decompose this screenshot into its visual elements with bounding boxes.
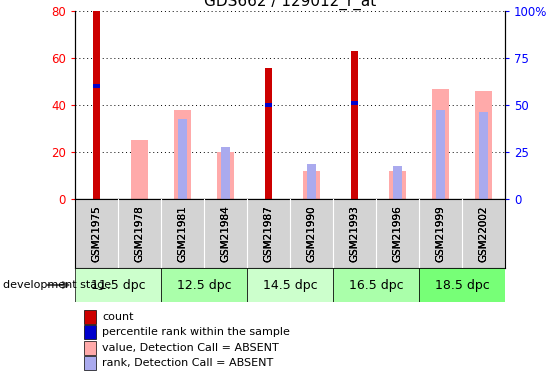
Bar [480,112,488,199]
Text: GSM21975: GSM21975 [92,205,102,262]
Text: GSM21981: GSM21981 [178,205,188,262]
Text: value, Detection Call = ABSENT: value, Detection Call = ABSENT [102,343,279,352]
Bar [84,340,95,355]
Bar [161,199,204,268]
Bar [247,199,290,268]
Bar [376,199,419,268]
Text: GSM21984: GSM21984 [220,205,230,262]
Text: development stage: development stage [3,280,111,290]
Bar [161,199,204,268]
Bar [216,152,234,199]
Bar [265,103,273,107]
Text: GSM21999: GSM21999 [436,205,446,262]
Text: GSM21993: GSM21993 [350,205,360,262]
Title: GDS662 / 129012_r_at: GDS662 / 129012_r_at [204,0,376,10]
Bar [75,199,118,268]
Bar [161,268,247,302]
Bar [376,199,419,268]
Bar [118,199,161,268]
Text: GSM21987: GSM21987 [264,205,274,262]
Bar [290,199,333,268]
Text: GSM21999: GSM21999 [436,205,446,262]
Text: GSM21990: GSM21990 [306,205,316,262]
Bar [351,100,359,105]
Text: GSM21975: GSM21975 [92,205,102,262]
Bar [221,147,230,199]
Bar [475,91,492,199]
Bar [333,268,419,302]
Text: GSM21999: GSM21999 [436,205,446,262]
Text: GSM21987: GSM21987 [264,205,274,262]
Text: 11.5 dpc: 11.5 dpc [90,279,145,291]
Bar [75,199,118,268]
Bar [93,84,100,88]
Text: GSM21996: GSM21996 [392,205,402,262]
Text: GSM22002: GSM22002 [478,205,488,262]
Bar [247,199,290,268]
Bar [93,11,100,199]
Text: GSM21990: GSM21990 [306,205,316,262]
Bar [436,110,445,199]
Text: GSM21978: GSM21978 [134,205,144,262]
Text: GSM21978: GSM21978 [134,205,144,262]
Text: 14.5 dpc: 14.5 dpc [263,279,317,291]
Bar [462,199,505,268]
Text: rank, Detection Call = ABSENT: rank, Detection Call = ABSENT [102,358,273,368]
Bar [462,199,505,268]
Text: GSM21987: GSM21987 [264,205,274,262]
Bar [84,326,95,339]
Bar [75,268,161,302]
Bar [204,199,247,268]
Bar [178,119,186,199]
Text: GSM21993: GSM21993 [350,205,360,262]
Text: GSM21993: GSM21993 [350,205,360,262]
Bar [307,164,316,199]
Bar [302,171,320,199]
Text: GSM21996: GSM21996 [392,205,402,262]
Text: GSM22002: GSM22002 [478,205,488,262]
Text: GSM21978: GSM21978 [134,205,144,262]
Bar [130,140,148,199]
Bar [419,199,462,268]
Bar [388,171,406,199]
Bar [393,166,402,199]
Bar [84,310,95,324]
Bar [204,199,247,268]
Text: GSM21981: GSM21981 [178,205,188,262]
Bar [174,110,191,199]
Bar [247,268,333,302]
Text: GSM22002: GSM22002 [478,205,488,262]
Bar [419,268,505,302]
Text: GSM21996: GSM21996 [392,205,402,262]
Text: GSM21984: GSM21984 [220,205,230,262]
Text: count: count [102,312,134,322]
Bar [118,199,161,268]
Bar [351,51,359,199]
Text: GSM21975: GSM21975 [92,205,102,262]
Text: GSM21981: GSM21981 [178,205,188,262]
Bar [333,199,376,268]
Text: GSM21990: GSM21990 [306,205,316,262]
Text: 16.5 dpc: 16.5 dpc [349,279,403,291]
Bar [419,199,462,268]
Bar [290,199,333,268]
Bar [84,356,95,370]
Bar [432,88,450,199]
Bar [265,68,273,199]
Text: percentile rank within the sample: percentile rank within the sample [102,327,290,338]
Text: 18.5 dpc: 18.5 dpc [435,279,490,291]
Bar [333,199,376,268]
Text: 12.5 dpc: 12.5 dpc [176,279,231,291]
Text: GSM21984: GSM21984 [220,205,230,262]
